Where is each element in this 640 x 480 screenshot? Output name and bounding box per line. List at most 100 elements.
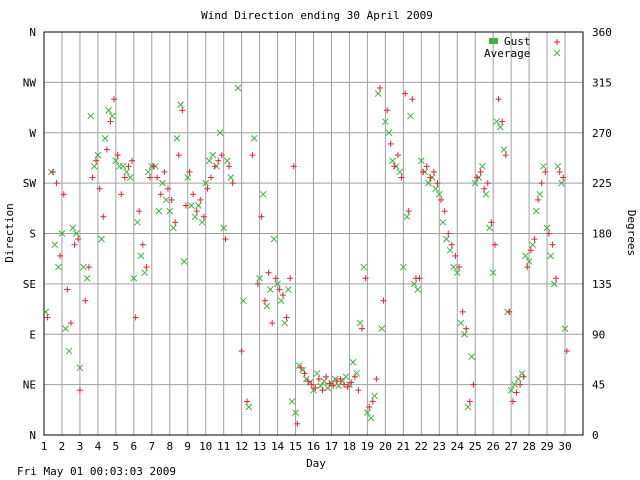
- average-point: [184, 174, 192, 181]
- average-point: [482, 190, 490, 198]
- gust-point: [463, 325, 470, 332]
- x-tick-label: 30: [558, 440, 571, 453]
- y-tick-label-left: NE: [23, 379, 36, 392]
- gust-point: [545, 230, 552, 237]
- average-point: [51, 241, 59, 249]
- average-point: [144, 168, 152, 176]
- average-point: [177, 101, 184, 109]
- gust-point: [179, 107, 186, 114]
- average-point: [464, 403, 472, 411]
- gust-point: [114, 152, 121, 159]
- x-tick-label: 29: [540, 440, 553, 453]
- average-point: [42, 308, 50, 316]
- legend: Gust Average: [484, 35, 561, 60]
- average-point: [198, 218, 206, 226]
- y-tick-label-left: SE: [23, 278, 36, 291]
- x-tick-label: 25: [469, 440, 482, 453]
- average-point: [250, 134, 258, 142]
- average-point: [98, 235, 105, 243]
- average-point: [94, 151, 102, 159]
- y-tick-label-right: 360: [592, 26, 612, 39]
- average-point: [137, 252, 145, 260]
- gust-point: [283, 314, 290, 321]
- x-tick-label: 9: [184, 440, 191, 453]
- x-tick-label: 2: [59, 440, 66, 453]
- gust-point: [553, 275, 560, 282]
- gust-point: [351, 373, 358, 380]
- gust-point: [438, 196, 445, 203]
- gust-point: [129, 157, 136, 164]
- legend-swatch-gust: [489, 38, 498, 44]
- gust-point: [301, 370, 308, 377]
- x-tick-label: 14: [271, 440, 285, 453]
- gust-point: [441, 208, 448, 215]
- gust-point: [341, 381, 348, 388]
- gust-point: [67, 320, 74, 327]
- average-point: [425, 179, 432, 187]
- gust-point: [168, 196, 175, 203]
- gust-point: [254, 280, 261, 287]
- gust-point: [132, 314, 139, 321]
- average-point: [58, 230, 66, 237]
- gust-point: [157, 191, 164, 198]
- y-tick-label-left: SW: [23, 177, 37, 190]
- gust-point: [249, 152, 256, 159]
- average-point: [101, 134, 109, 142]
- gust-point: [524, 264, 531, 271]
- gust-point: [337, 376, 344, 383]
- x-tick-label: 18: [343, 440, 356, 453]
- average-point: [486, 224, 493, 232]
- grid: [44, 32, 583, 435]
- average-point: [90, 162, 98, 170]
- gust-point: [150, 163, 157, 170]
- average-point: [374, 90, 382, 97]
- gust-point: [495, 96, 502, 103]
- average-point: [417, 157, 425, 165]
- average-point: [80, 263, 87, 271]
- average-point: [180, 258, 188, 265]
- gust-point: [53, 180, 60, 187]
- average-point: [209, 151, 217, 159]
- x-tick-label: 16: [307, 440, 320, 453]
- gust-point: [373, 376, 380, 383]
- gust-point: [261, 297, 268, 304]
- gust-point: [535, 196, 542, 203]
- average-point: [468, 353, 475, 360]
- gust-point: [369, 398, 376, 405]
- average-point: [558, 179, 565, 187]
- gust-point: [222, 236, 229, 243]
- gust-point: [466, 398, 473, 405]
- gust-point: [211, 163, 218, 170]
- gust-point: [208, 174, 215, 181]
- average-point: [471, 179, 479, 187]
- average-point: [514, 375, 522, 383]
- gust-point: [244, 398, 251, 405]
- gust-point: [308, 381, 315, 388]
- gust-point: [186, 168, 193, 175]
- gust-point: [542, 168, 549, 175]
- gust-point: [477, 168, 484, 175]
- average-point: [62, 325, 69, 333]
- gust-point: [376, 84, 383, 91]
- gust-point: [481, 185, 488, 192]
- average-point: [389, 157, 396, 165]
- average-point: [112, 157, 120, 165]
- plot-border: [43, 31, 584, 436]
- y-tick-label-left: S: [29, 228, 36, 241]
- average-point: [360, 263, 368, 271]
- gust-point: [538, 180, 545, 187]
- chart-title: Wind Direction ending 30 April 2009: [201, 9, 433, 22]
- legend-label-average: Average: [484, 47, 530, 60]
- gust-point: [297, 364, 304, 371]
- gust-point: [197, 196, 204, 203]
- gust-point: [190, 191, 197, 198]
- gust-point: [409, 96, 416, 103]
- average-point: [277, 297, 285, 305]
- average-point: [550, 280, 558, 288]
- gust-point: [193, 208, 200, 215]
- gust-point: [384, 107, 391, 114]
- average-point: [284, 286, 292, 293]
- x-tick-label: 22: [415, 440, 428, 453]
- y-tick-label-right: 45: [592, 379, 605, 392]
